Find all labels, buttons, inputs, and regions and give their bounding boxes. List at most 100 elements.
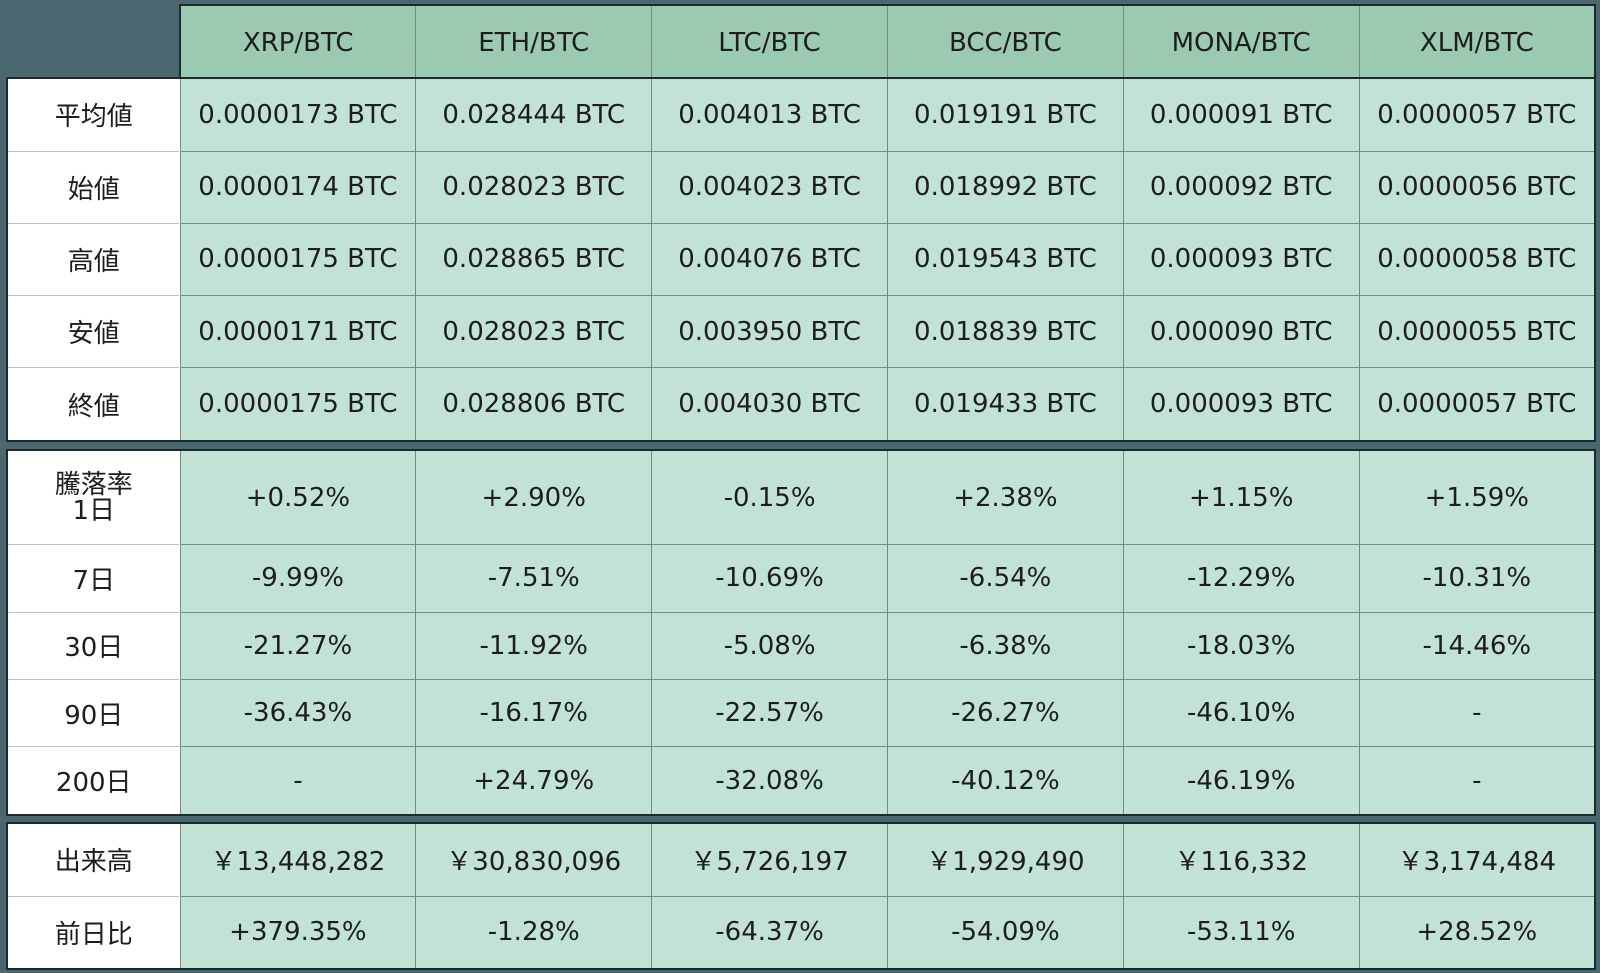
row-label: 7日 bbox=[7, 544, 181, 613]
table-cell: +24.79% bbox=[415, 746, 652, 815]
table-cell: +1.15% bbox=[1122, 450, 1360, 546]
table-cell: 0.0000175 BTC bbox=[179, 223, 416, 297]
table-cell: 0.028023 BTC bbox=[415, 151, 652, 224]
table-cell: 0.0000057 BTC bbox=[1358, 78, 1595, 152]
table-cell: ￥1,929,490 bbox=[886, 823, 1124, 897]
table-cell: - bbox=[179, 746, 416, 815]
table-cell: 0.004023 BTC bbox=[651, 151, 888, 224]
row-label: 出来高 bbox=[7, 823, 181, 897]
table-cell: 0.028444 BTC bbox=[415, 78, 652, 152]
table-cell: +2.38% bbox=[886, 450, 1124, 546]
table-cell: 0.000093 BTC bbox=[1122, 367, 1360, 441]
table-cell: -10.31% bbox=[1358, 544, 1595, 613]
table-cell: -14.46% bbox=[1358, 612, 1595, 680]
table-cell: 0.028865 BTC bbox=[415, 223, 652, 297]
table-row-day-over-day: 前日比 +379.35% -1.28% -64.37% -54.09% -53.… bbox=[7, 896, 1595, 969]
table-cell: -64.37% bbox=[651, 896, 888, 969]
table-cell: -9.99% bbox=[179, 544, 416, 613]
table-cell: ￥5,726,197 bbox=[651, 823, 888, 897]
table-cell: ￥30,830,096 bbox=[415, 823, 652, 897]
table-cell: 0.000093 BTC bbox=[1122, 223, 1360, 297]
table-cell: -26.27% bbox=[886, 679, 1124, 748]
column-header-mona: MONA/BTC bbox=[1122, 5, 1360, 80]
row-label: 30日 bbox=[7, 612, 181, 680]
table-cell: 0.0000171 BTC bbox=[179, 295, 416, 369]
table-row-7d: 7日 -9.99% -7.51% -10.69% -6.54% -12.29% … bbox=[7, 544, 1595, 613]
table-cell: -10.69% bbox=[651, 544, 888, 613]
table-cell: 0.000090 BTC bbox=[1122, 295, 1360, 369]
price-section: 平均値 0.0000173 BTC 0.028444 BTC 0.004013 … bbox=[6, 77, 1596, 442]
table-cell: 0.019543 BTC bbox=[886, 223, 1124, 297]
table-cell: -54.09% bbox=[886, 896, 1124, 969]
table-row-average: 平均値 0.0000173 BTC 0.028444 BTC 0.004013 … bbox=[7, 78, 1595, 152]
table-cell: 0.000091 BTC bbox=[1122, 78, 1360, 152]
table-cell: 0.028023 BTC bbox=[415, 295, 652, 369]
table-cell: 0.003950 BTC bbox=[651, 295, 888, 369]
table-cell: 0.019191 BTC bbox=[886, 78, 1124, 152]
table-cell: -12.29% bbox=[1122, 544, 1360, 613]
row-label: 始値 bbox=[7, 151, 181, 224]
column-header-ltc: LTC/BTC bbox=[651, 5, 888, 80]
column-header-xlm: XLM/BTC bbox=[1358, 5, 1595, 80]
table-cell: +28.52% bbox=[1358, 896, 1595, 969]
table-cell: ￥13,448,282 bbox=[179, 823, 416, 897]
table-cell: -6.54% bbox=[886, 544, 1124, 613]
table-row-volume: 出来高 ￥13,448,282 ￥30,830,096 ￥5,726,197 ￥… bbox=[7, 823, 1595, 897]
row-label: 90日 bbox=[7, 679, 181, 748]
table-cell: -18.03% bbox=[1122, 612, 1360, 680]
change-rate-title: 騰落率 bbox=[54, 469, 133, 500]
table-cell: ￥116,332 bbox=[1122, 823, 1360, 897]
table-cell: - bbox=[1358, 679, 1595, 748]
table-cell: 0.0000173 BTC bbox=[179, 78, 416, 152]
row-label: 騰落率 1日 bbox=[7, 450, 181, 546]
table-cell: 0.0000057 BTC bbox=[1358, 367, 1595, 441]
row-label: 終値 bbox=[7, 367, 181, 441]
change-rate-section: 騰落率 1日 +0.52% +2.90% -0.15% +2.38% +1.15… bbox=[6, 449, 1596, 816]
column-header: XRP/BTC ETH/BTC LTC/BTC BCC/BTC MONA/BTC… bbox=[179, 4, 1596, 80]
volume-section: 出来高 ￥13,448,282 ￥30,830,096 ￥5,726,197 ￥… bbox=[6, 822, 1596, 970]
table-cell: 0.0000174 BTC bbox=[179, 151, 416, 224]
table-cell: -40.12% bbox=[886, 746, 1124, 815]
table-row-low: 安値 0.0000171 BTC 0.028023 BTC 0.003950 B… bbox=[7, 295, 1595, 369]
table-cell: 0.0000058 BTC bbox=[1358, 223, 1595, 297]
table-cell: -46.10% bbox=[1122, 679, 1360, 748]
column-header-bcc: BCC/BTC bbox=[886, 5, 1124, 80]
table-cell: - bbox=[1358, 746, 1595, 815]
table-cell: -21.27% bbox=[179, 612, 416, 680]
table-cell: -53.11% bbox=[1122, 896, 1360, 969]
row-label: 安値 bbox=[7, 295, 181, 369]
table-cell: +2.90% bbox=[415, 450, 652, 546]
table-cell: 0.0000175 BTC bbox=[179, 367, 416, 441]
table-cell: -11.92% bbox=[415, 612, 652, 680]
table-cell: 0.0000056 BTC bbox=[1358, 151, 1595, 224]
column-header-xrp: XRP/BTC bbox=[180, 5, 416, 80]
table-cell: -36.43% bbox=[179, 679, 416, 748]
table-cell: +1.59% bbox=[1358, 450, 1595, 546]
table-cell: 0.0000055 BTC bbox=[1358, 295, 1595, 369]
table-cell: ￥3,174,484 bbox=[1358, 823, 1595, 897]
table-row-high: 高値 0.0000175 BTC 0.028865 BTC 0.004076 B… bbox=[7, 223, 1595, 297]
row-label-1d: 1日 bbox=[72, 495, 116, 526]
table-cell: -6.38% bbox=[886, 612, 1124, 680]
table-cell: 0.000092 BTC bbox=[1122, 151, 1360, 224]
row-label: 高値 bbox=[7, 223, 181, 297]
table-row-1d: 騰落率 1日 +0.52% +2.90% -0.15% +2.38% +1.15… bbox=[7, 450, 1595, 546]
table-cell: 0.018839 BTC bbox=[886, 295, 1124, 369]
table-cell: -22.57% bbox=[651, 679, 888, 748]
table-cell: 0.004030 BTC bbox=[651, 367, 888, 441]
table-cell: 0.028806 BTC bbox=[415, 367, 652, 441]
row-label: 200日 bbox=[7, 746, 181, 815]
row-label: 平均値 bbox=[7, 78, 181, 152]
table-row-90d: 90日 -36.43% -16.17% -22.57% -26.27% -46.… bbox=[7, 679, 1595, 748]
table-cell: -32.08% bbox=[651, 746, 888, 815]
table-cell: -46.19% bbox=[1122, 746, 1360, 815]
table-cell: -16.17% bbox=[415, 679, 652, 748]
table-cell: 0.004076 BTC bbox=[651, 223, 888, 297]
table-cell: 0.004013 BTC bbox=[651, 78, 888, 152]
table-row-close: 終値 0.0000175 BTC 0.028806 BTC 0.004030 B… bbox=[7, 367, 1595, 441]
column-header-eth: ETH/BTC bbox=[415, 5, 652, 80]
table-cell: -0.15% bbox=[651, 450, 888, 546]
table-cell: +379.35% bbox=[179, 896, 416, 969]
row-label: 前日比 bbox=[7, 896, 181, 969]
table-cell: 0.018992 BTC bbox=[886, 151, 1124, 224]
